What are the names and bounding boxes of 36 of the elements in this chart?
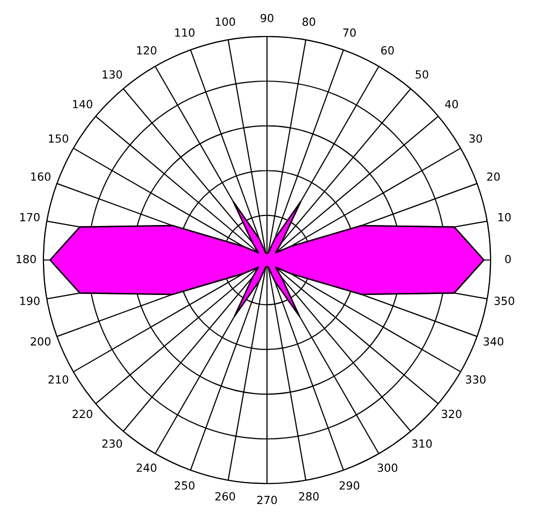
spoke-label: 200 [30,337,50,346]
spoke-label: 190 [20,296,40,306]
spoke-label: 260 [215,492,236,501]
spoke-label: 50 [416,70,428,79]
spoke-label: 300 [378,464,398,472]
spoke-label: 30 [469,134,482,143]
spoke-label: 350 [494,296,514,306]
spoke-label: 310 [412,439,432,448]
spoke-label: 0 [505,254,511,264]
spoke-label: 180 [16,254,36,264]
spoke-label: 100 [216,18,236,26]
spoke-label: 130 [102,70,122,79]
spoke-label: 290 [340,481,360,490]
spoke-label: 90 [260,14,274,22]
spoke-label: 150 [48,134,68,143]
spoke-label: 320 [442,410,462,418]
spoke-label: 140 [73,100,92,108]
spoke-label: 80 [302,18,316,26]
spoke-label: 10 [498,212,511,222]
spoke-label: 120 [137,46,156,55]
spoke-label: 240 [136,464,156,472]
spoke-label: 250 [174,481,194,490]
spoke-label: 40 [445,100,458,108]
spoke-label: 210 [48,375,68,384]
spoke-label: 160 [31,172,50,181]
spoke-label: 110 [175,28,194,37]
spoke-label: 230 [102,439,122,448]
spoke-label: 280 [299,492,319,501]
spoke-label: 220 [72,410,92,418]
spoke-label: 330 [466,375,486,384]
spoke-label: 70 [343,28,356,37]
spoke-label: 340 [484,337,504,346]
spoke-label: 60 [381,46,394,55]
spoke-label: 270 [257,496,277,504]
spoke-label: 170 [20,212,40,222]
spoke-label: 20 [487,172,500,181]
